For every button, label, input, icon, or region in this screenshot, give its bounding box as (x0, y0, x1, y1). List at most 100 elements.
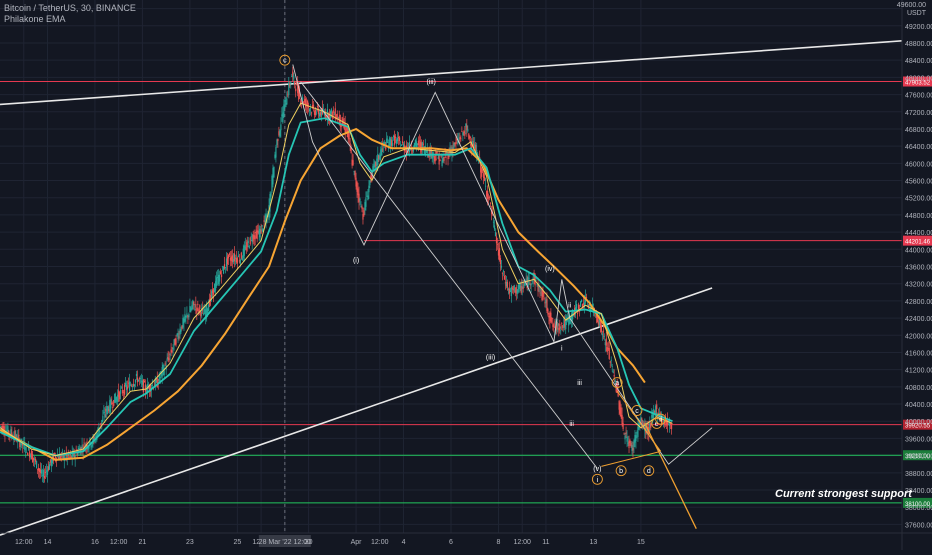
candle-body (628, 441, 630, 449)
candle-body (617, 390, 619, 397)
candle-body (91, 443, 93, 447)
candle-body (357, 188, 359, 196)
candle-body (108, 409, 110, 412)
candle-body (242, 248, 244, 258)
candle-body (7, 426, 9, 435)
candle-body (118, 390, 120, 397)
candle-body (633, 440, 635, 448)
candle-body (624, 435, 626, 440)
candle-body (174, 338, 176, 346)
candle-body (650, 423, 652, 428)
candle-body (126, 386, 129, 389)
time-axis[interactable]: 12:00 14 16 12:00 21 23 25 12:00 28 Mar '22 12:0… (0, 532, 932, 547)
candle-body (441, 160, 443, 166)
candle-body (72, 451, 74, 457)
candle-body (380, 149, 382, 157)
candle-body (53, 453, 55, 455)
wave-label: c (283, 58, 287, 65)
candle-body (384, 142, 386, 146)
candle-body (365, 197, 367, 207)
candle-body (605, 338, 607, 346)
candle-body (230, 256, 233, 261)
candle-body (367, 195, 369, 201)
candle-body (493, 225, 496, 230)
candle-body (147, 386, 149, 389)
candle-body (480, 163, 482, 173)
candle-body (561, 323, 563, 325)
candle-body (170, 349, 172, 353)
candle-body (254, 235, 256, 240)
candle-body (518, 283, 520, 290)
wave-label-circle (611, 377, 623, 389)
candle-body (61, 451, 63, 453)
candle-body (318, 113, 321, 117)
candle-body (94, 440, 96, 442)
candle-body (391, 140, 393, 146)
price-tick-label: 43200.00 (905, 282, 932, 289)
candle-body (189, 306, 191, 313)
candle-body (576, 304, 578, 309)
candle-body (186, 313, 188, 316)
candle-body (50, 459, 53, 467)
candle-body (194, 309, 196, 311)
candle-body (81, 445, 83, 449)
candle-body (241, 257, 243, 261)
candle-body (110, 399, 112, 409)
candle-body (540, 289, 542, 291)
candle-body (140, 380, 143, 382)
candle-body (361, 206, 363, 209)
candle-body (239, 259, 241, 264)
candle-body (549, 312, 551, 322)
candle-body (204, 308, 206, 314)
annotation-current-support: Current strongest support (775, 488, 913, 500)
candle-body (285, 103, 287, 107)
candle-body (455, 142, 457, 144)
candle-body (397, 136, 400, 139)
candle-body (551, 318, 553, 320)
candle-body (243, 245, 245, 256)
candle-body (124, 385, 126, 395)
candle-body (580, 299, 583, 303)
candle-body (622, 422, 624, 429)
candle-body (377, 153, 379, 165)
candle-body (252, 234, 254, 242)
candle-body (472, 140, 474, 146)
candle-body (627, 442, 629, 444)
candle-body (554, 321, 556, 323)
candle-body (295, 88, 297, 92)
candle-body (348, 132, 350, 140)
triangle-line (616, 390, 662, 452)
candle-body (292, 71, 294, 76)
candle-body (636, 432, 638, 434)
candle-body (248, 246, 250, 249)
candle-body (487, 197, 490, 199)
candle-body (433, 156, 435, 158)
candle-body (351, 159, 353, 166)
candle-body (71, 451, 73, 459)
wave-label: ii (568, 303, 572, 310)
candle-body (442, 158, 444, 163)
candle-body (19, 439, 21, 447)
candle-body (663, 421, 665, 422)
candle-body (422, 143, 424, 145)
wave-label-circle (651, 417, 663, 429)
candle-body (492, 221, 495, 223)
price-axis[interactable]: 37600.00 38000.00 38400.00 38800.00 39200.00… (901, 0, 932, 550)
candle-body (168, 358, 170, 361)
candle-body (346, 127, 348, 131)
candle-body (141, 380, 144, 385)
candle-body (133, 384, 136, 387)
candle-body (107, 406, 109, 411)
price-tick-label: 37600.00 (905, 522, 932, 529)
candle-body (125, 385, 128, 391)
price-tick-label: 39200.00 (905, 454, 932, 461)
candle-body (59, 455, 61, 459)
price-tick-label: 38400.00 (905, 488, 932, 495)
candle-body (58, 453, 60, 461)
candle-body (250, 236, 252, 238)
candle-body (381, 148, 383, 156)
candle-body (652, 413, 654, 419)
